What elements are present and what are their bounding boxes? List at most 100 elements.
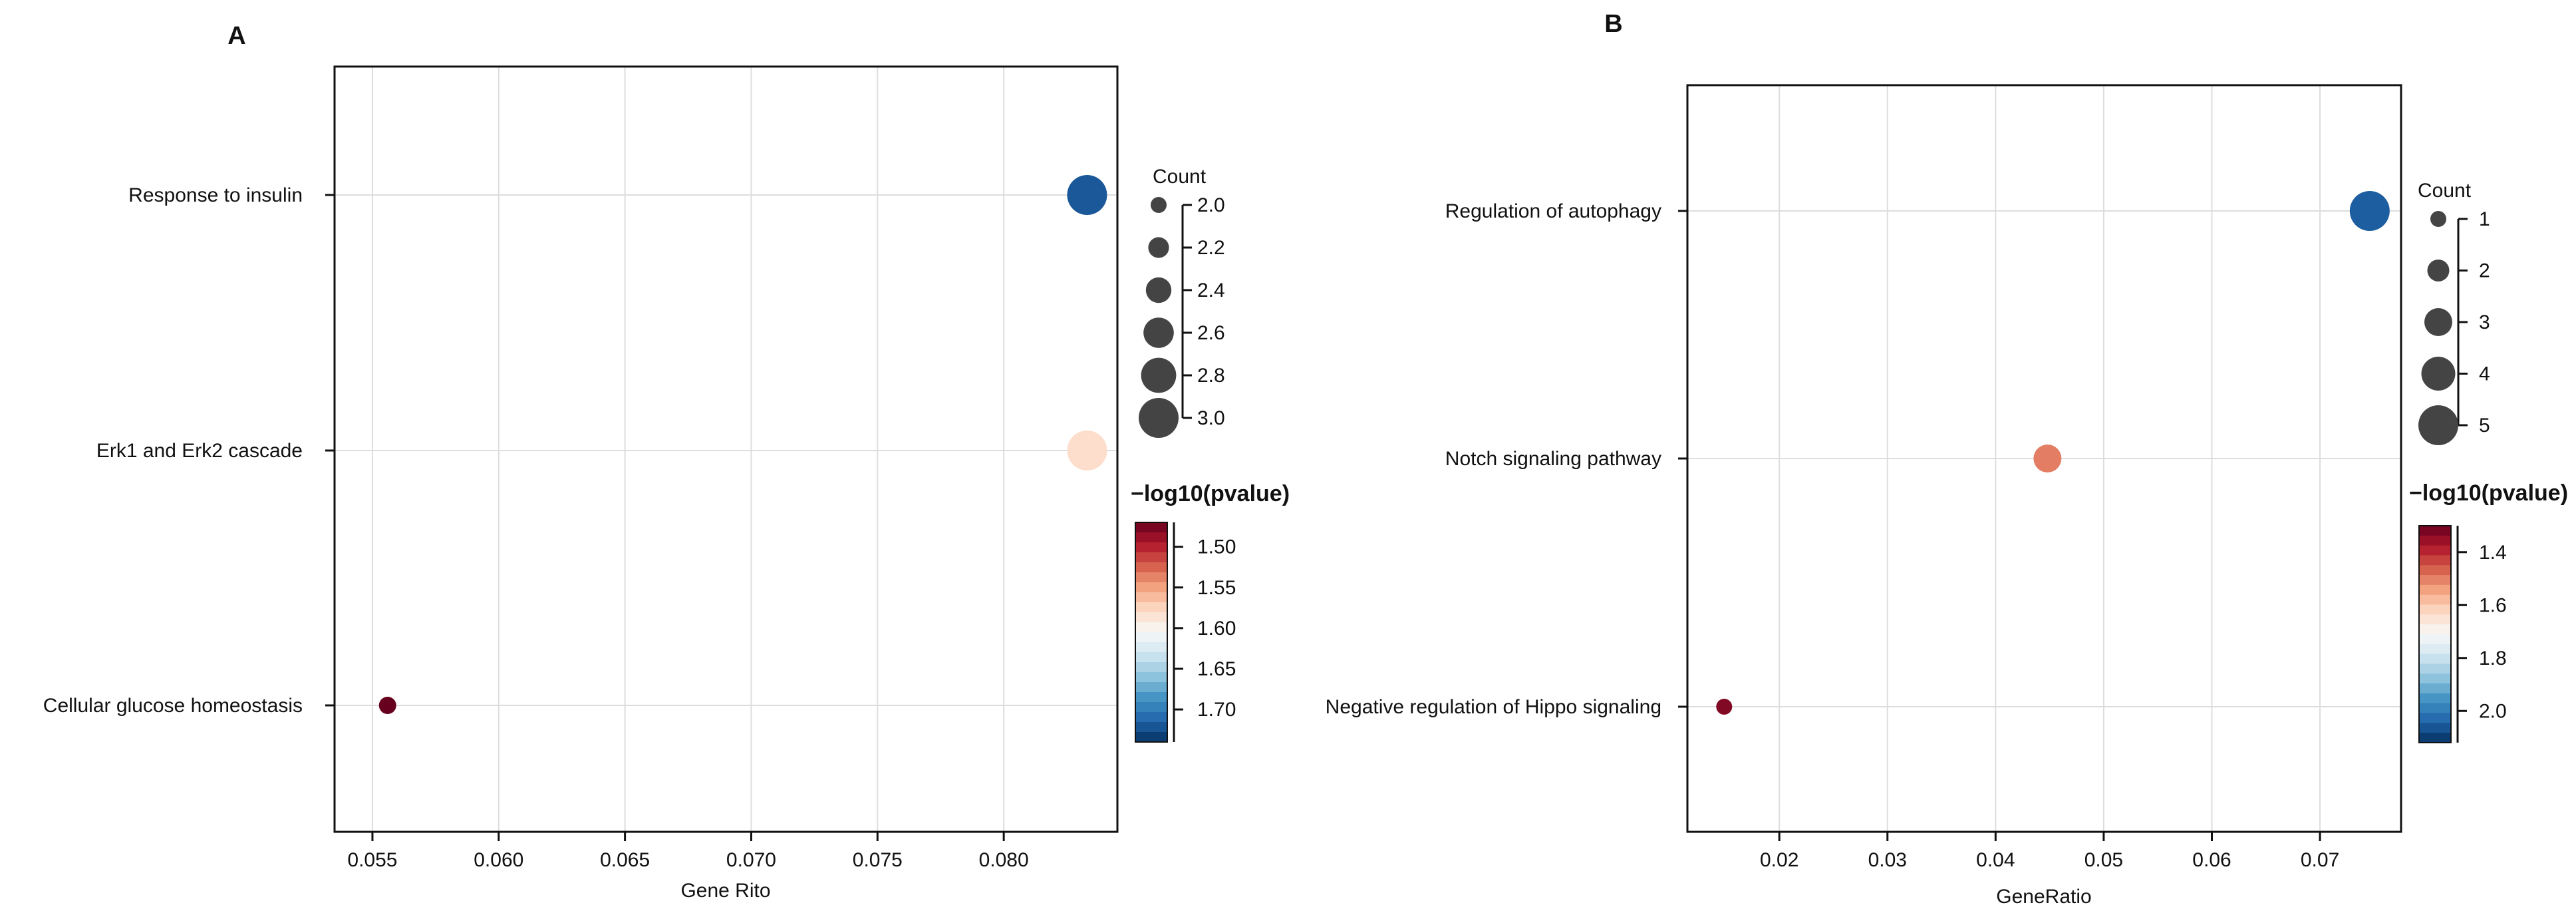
colorbar-band bbox=[2419, 673, 2451, 684]
colorbar-tick-label: 1.50 bbox=[1197, 536, 1236, 558]
colorbar-band bbox=[1135, 672, 1167, 683]
colorbar-band bbox=[2419, 614, 2451, 625]
size-legend-dot bbox=[2418, 405, 2458, 445]
data-point bbox=[378, 697, 396, 714]
colorbar-tick-label: 1.8 bbox=[2479, 647, 2507, 669]
size-legend-dot bbox=[2421, 357, 2456, 391]
size-legend-dot bbox=[2424, 308, 2452, 336]
colorbar-band bbox=[2419, 643, 2451, 655]
x-tick-label: 0.04 bbox=[1976, 849, 2015, 871]
size-legend-dot bbox=[1145, 277, 1172, 303]
panel-b-size-legend-title: Count bbox=[2418, 180, 2472, 202]
colorbar-tick-label: 2.0 bbox=[2479, 700, 2507, 722]
colorbar-band bbox=[1135, 652, 1167, 663]
data-point bbox=[1067, 431, 1107, 470]
panel-b-points bbox=[1716, 191, 2390, 715]
colorbar-band bbox=[1135, 522, 1167, 533]
panel-a-color-legend: −log10(pvalue) 1.50 1.55 1.60 1.65 1.70 bbox=[1131, 481, 1290, 743]
panel-b-x-axis-title: GeneRatio bbox=[1996, 886, 2091, 908]
x-tick-label: 0.02 bbox=[1760, 849, 1798, 871]
x-tick-label: 0.080 bbox=[979, 849, 1029, 871]
size-legend-label: 3 bbox=[2479, 311, 2490, 333]
colorbar-frame bbox=[2418, 525, 2452, 743]
panel-a-points bbox=[378, 175, 1107, 714]
y-category-label: Notch signaling pathway bbox=[1445, 448, 1661, 470]
colorbar-band bbox=[2419, 555, 2451, 566]
panel-a: A Response to insulin Erk1 and Erk2 casca… bbox=[43, 22, 1290, 902]
colorbar-band bbox=[1135, 592, 1167, 603]
colorbar-band bbox=[1135, 722, 1167, 733]
size-legend-label: 4 bbox=[2479, 363, 2490, 385]
colorbar-band bbox=[1135, 732, 1167, 743]
size-legend-dot bbox=[2427, 260, 2450, 281]
data-point bbox=[2349, 191, 2390, 231]
colorbar-tick-label: 1.55 bbox=[1197, 577, 1236, 599]
panel-b-x-axis: 0.02 0.03 0.04 0.05 0.06 0.07 bbox=[1760, 832, 2339, 871]
colorbar-band bbox=[2419, 575, 2451, 586]
x-tick-label: 0.060 bbox=[474, 849, 523, 871]
colorbar-band bbox=[2419, 526, 2451, 536]
x-tick-label: 0.075 bbox=[853, 849, 903, 871]
data-point bbox=[2033, 445, 2062, 472]
panel-a-x-axis-title: Gene Rito bbox=[680, 880, 770, 902]
y-category-label: Negative regulation of Hippo signaling bbox=[1326, 696, 1661, 718]
colorbar-tick-label: 1.6 bbox=[2479, 594, 2507, 616]
size-legend-label: 2.8 bbox=[1197, 365, 1225, 387]
colorbar-band bbox=[1135, 572, 1167, 583]
panel-b-color-legend: −log10(pvalue) 1.4 1.6 1.8 2.0 bbox=[2409, 480, 2568, 743]
x-tick-label: 0.055 bbox=[347, 849, 397, 871]
colorbar-tick-label: 1.70 bbox=[1197, 699, 1236, 721]
colorbar-band bbox=[1135, 682, 1167, 693]
data-point bbox=[1716, 699, 1733, 715]
colorbar-band bbox=[1135, 532, 1167, 543]
size-legend-dot bbox=[2430, 211, 2446, 227]
colorbar-band bbox=[1135, 562, 1167, 573]
colorbar-band bbox=[2419, 733, 2451, 743]
size-legend-dot bbox=[1143, 317, 1174, 348]
y-category-label: Cellular glucose homeostasis bbox=[43, 695, 303, 717]
y-category-label: Erk1 and Erk2 cascade bbox=[96, 440, 303, 462]
colorbar-frame bbox=[1135, 522, 1168, 743]
panel-b-size-legend: Count 1 2 3 4 5 bbox=[2418, 180, 2490, 445]
colorbar-band bbox=[2419, 535, 2451, 546]
panel-a-frame bbox=[333, 65, 1119, 833]
x-tick-label: 0.065 bbox=[600, 849, 650, 871]
colorbar-band bbox=[1135, 542, 1167, 553]
size-legend-label: 5 bbox=[2479, 415, 2490, 437]
colorbar-band bbox=[1135, 702, 1167, 713]
colorbar-band bbox=[2419, 565, 2451, 576]
colorbar-band bbox=[1135, 692, 1167, 703]
panel-a-x-axis: 0.055 0.060 0.065 0.070 0.075 0.080 bbox=[347, 832, 1029, 871]
colorbar-band bbox=[2419, 584, 2451, 596]
panel-b-label: B bbox=[1604, 10, 1622, 38]
colorbar-band bbox=[2419, 594, 2451, 606]
x-tick-label: 0.070 bbox=[726, 849, 776, 871]
size-legend-dot bbox=[1141, 357, 1177, 393]
colorbar-band bbox=[1135, 582, 1167, 593]
panel-a-y-axis: Response to insulin Erk1 and Erk2 cascade… bbox=[43, 184, 335, 717]
colorbar-band bbox=[2419, 663, 2451, 674]
data-point bbox=[1067, 175, 1107, 215]
colorbar-tick-label: 1.65 bbox=[1197, 658, 1236, 680]
size-legend-label: 3.0 bbox=[1197, 407, 1225, 429]
colorbar-band bbox=[2419, 703, 2451, 714]
x-tick-label: 0.03 bbox=[1868, 849, 1907, 871]
y-category-label: Regulation of autophagy bbox=[1445, 200, 1661, 222]
colorbar-band bbox=[2419, 653, 2451, 665]
x-tick-label: 0.05 bbox=[2084, 849, 2123, 871]
colorbar-band bbox=[1135, 712, 1167, 723]
colorbar-band bbox=[2419, 545, 2451, 556]
panel-b-color-legend-title: −log10(pvalue) bbox=[2409, 480, 2568, 506]
y-category-label: Response to insulin bbox=[128, 184, 303, 206]
panel-a-label: A bbox=[227, 22, 245, 50]
size-legend-label: 2.6 bbox=[1197, 322, 1225, 344]
colorbar-band bbox=[1135, 622, 1167, 633]
size-legend-dot bbox=[1148, 237, 1169, 258]
colorbar-band bbox=[2419, 693, 2451, 704]
size-legend-dot bbox=[1151, 197, 1167, 213]
colorbar-band bbox=[2419, 713, 2451, 723]
panel-a-grid bbox=[335, 67, 1117, 832]
colorbar-band bbox=[1135, 632, 1167, 643]
size-legend-label: 2.2 bbox=[1197, 237, 1225, 259]
